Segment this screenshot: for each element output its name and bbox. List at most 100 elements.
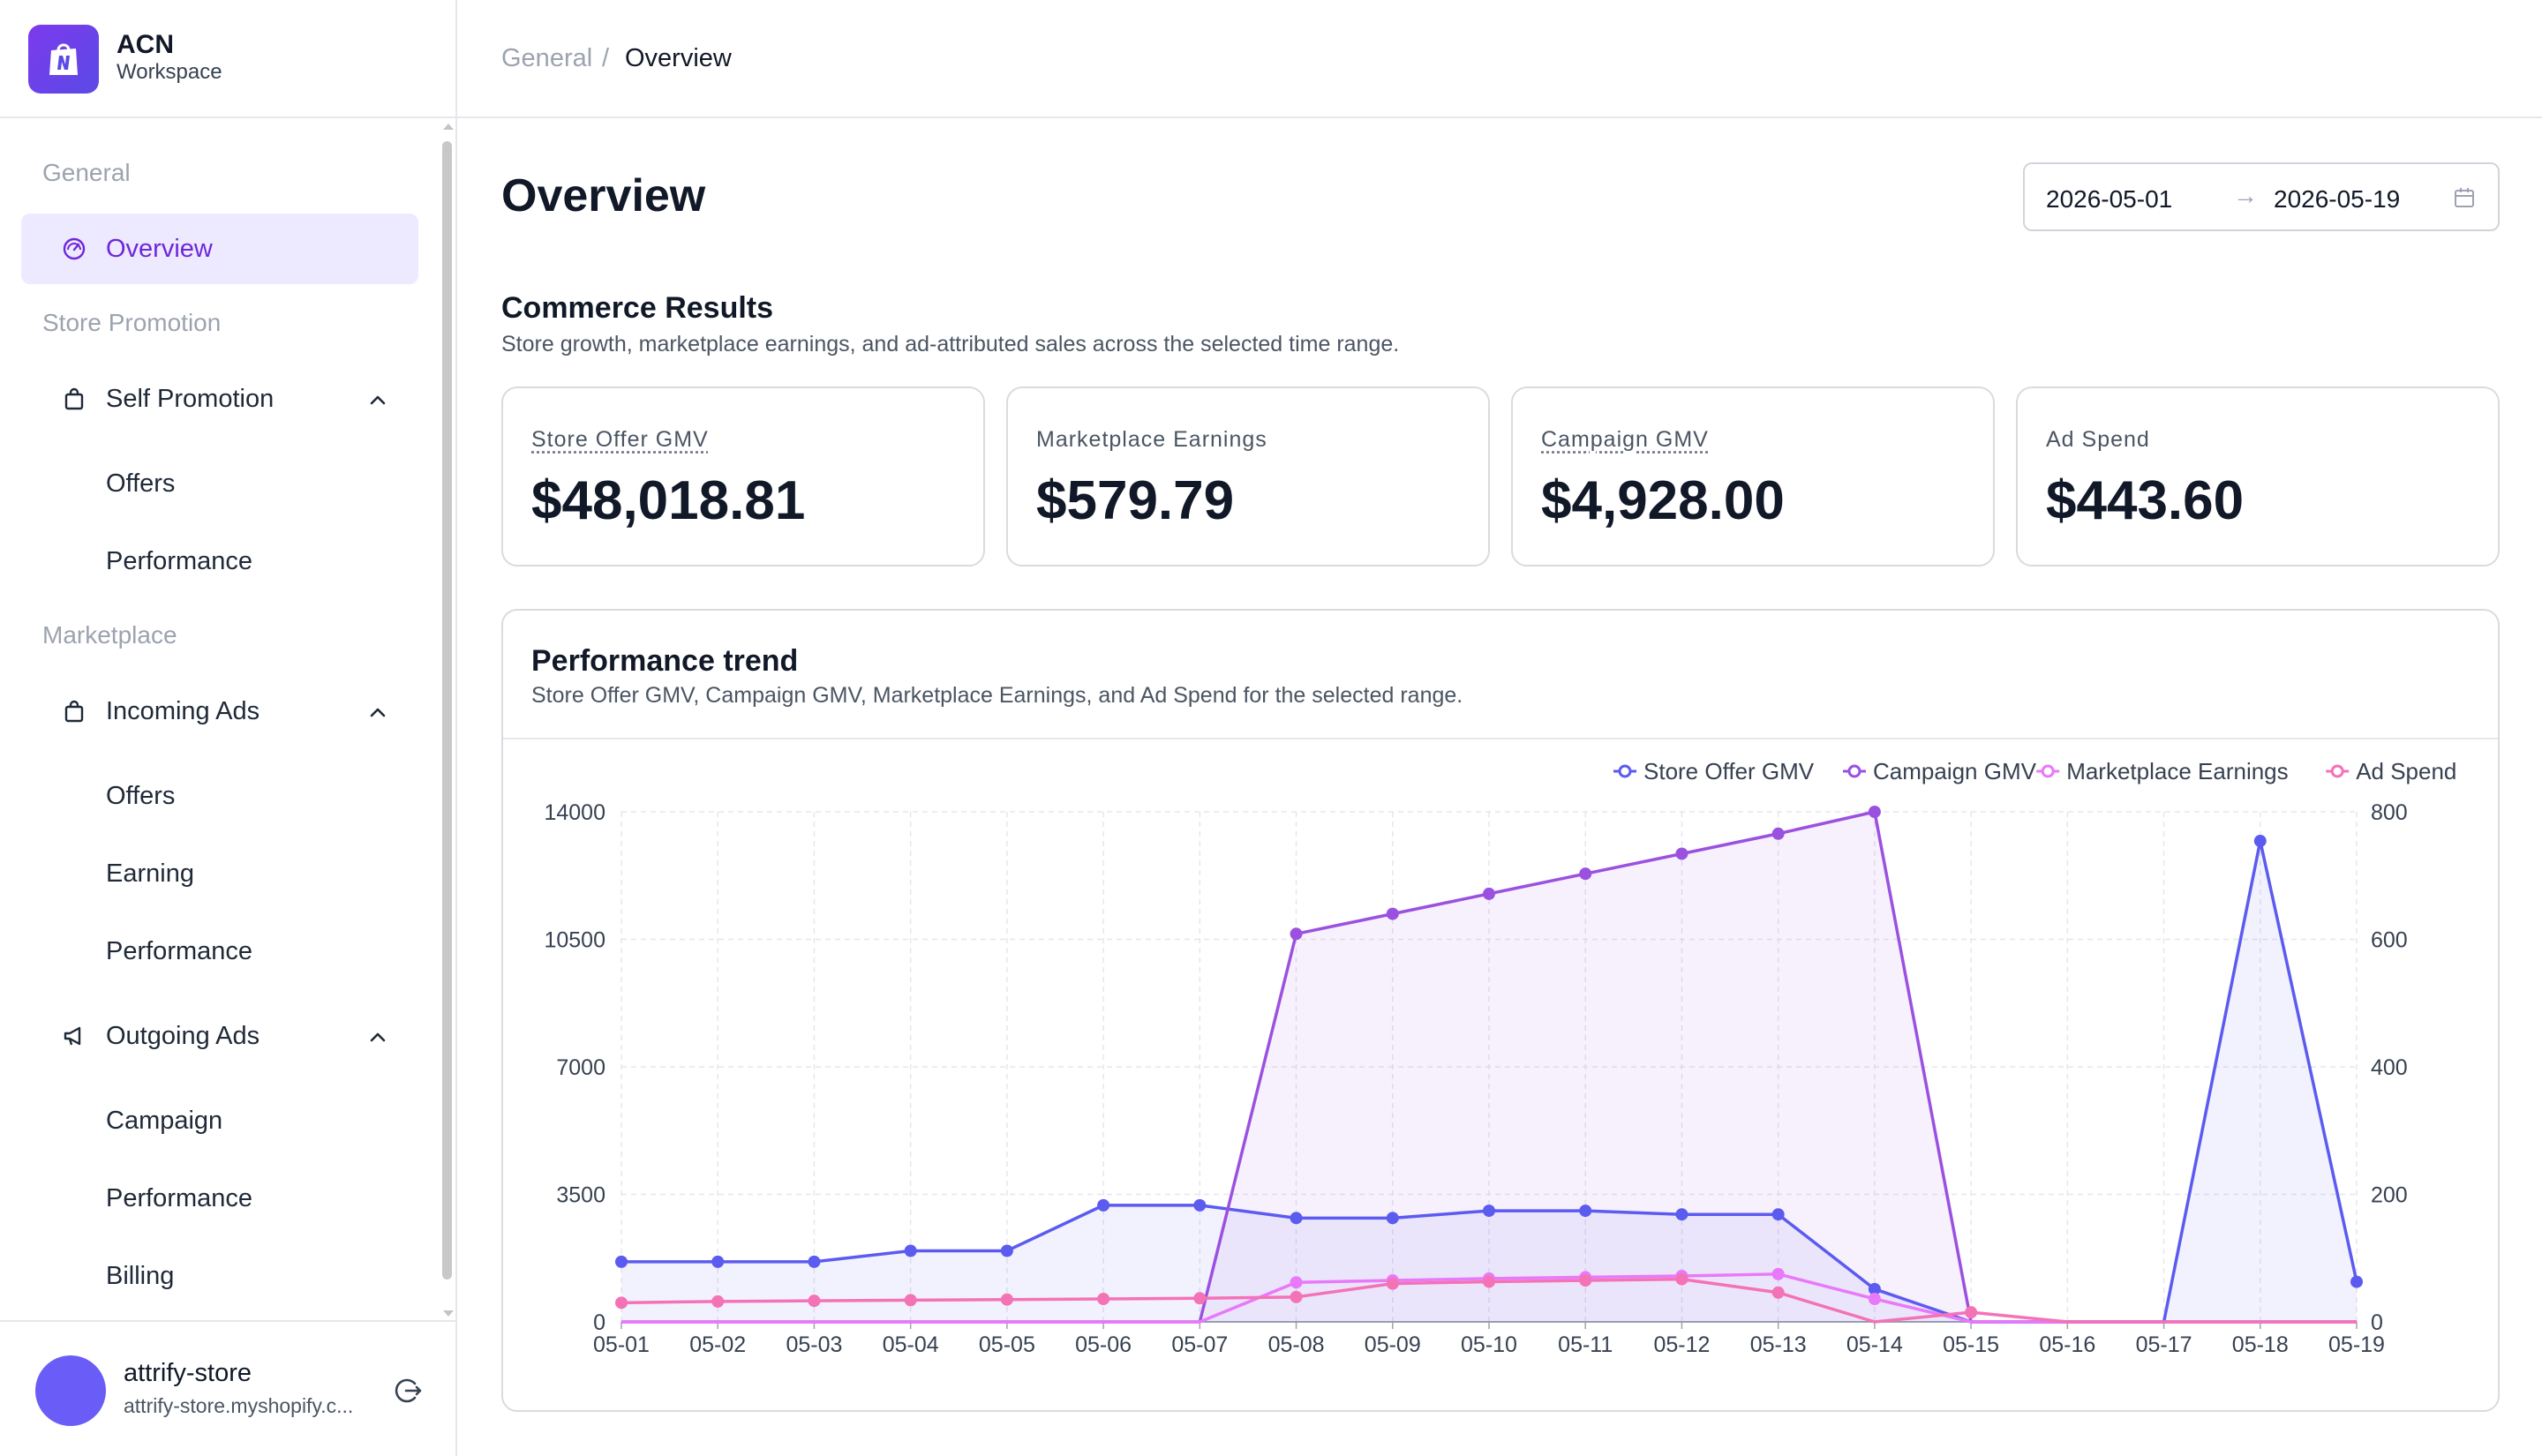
data-point [1386,907,1399,920]
data-point [1868,1292,1881,1305]
x-axis-tick-label: 05-07 [1171,1332,1228,1357]
sidebar-item-incoming-ads-performance[interactable]: Performance [21,916,418,987]
data-point [1193,1198,1207,1212]
sidebar-item-self-promotion-performance[interactable]: Performance [21,526,418,597]
date-range-start[interactable]: 2026-05-01 [2046,185,2173,213]
data-point [1386,1212,1399,1225]
performance-trend-title: Performance trend [531,644,799,678]
sidebar-item-outgoing-ads-performance[interactable]: Performance [21,1163,418,1234]
sidebar-group-self-promotion[interactable]: Self Promotion [21,364,418,434]
kpi-value: $48,018.81 [531,470,806,531]
x-axis-tick-label: 05-15 [1943,1332,1999,1357]
y-axis-left-tick-label: 3500 [556,1183,605,1208]
data-point [711,1295,725,1308]
kpi-label[interactable]: Campaign GMV [1541,427,1709,452]
sidebar-nav: General Overview Store Promotion Self Pr… [0,120,441,1320]
data-point [1771,1208,1785,1221]
data-point [808,1295,821,1308]
x-axis-tick-label: 05-06 [1075,1332,1132,1357]
y-axis-left-tick-label: 7000 [556,1055,605,1080]
page-title: Overview [501,170,706,221]
commerce-results-subtitle: Store growth, marketplace earnings, and … [501,332,1400,356]
sidebar-item-self-promotion-offers[interactable]: Offers [21,448,418,519]
breadcrumb-current: Overview [625,44,732,72]
y-axis-right-tick-label: 200 [2371,1183,2408,1208]
y-axis-left-tick-label: 14000 [544,800,605,825]
brand-header[interactable]: ACN Workspace [0,0,455,118]
data-point [904,1294,917,1307]
kpi-card-ad-spend: Ad Spend $443.60 [2016,387,2500,567]
legend-item-marker [1618,764,1632,778]
scroll-down-arrow-icon[interactable] [443,1310,454,1317]
data-point [2253,835,2267,848]
legend-item-label: Ad Spend [2356,758,2456,784]
avatar[interactable] [35,1355,106,1426]
sidebar-item-label: Offers [106,782,176,810]
kpi-value: $4,928.00 [1541,470,1785,531]
data-point [1579,867,1592,881]
logout-icon[interactable] [392,1375,424,1411]
section-label-store-promotion: Store Promotion [42,309,222,336]
user-email: attrify-store.myshopify.c... [124,1394,354,1417]
dashboard-gauge-icon [62,236,86,266]
section-label-marketplace: Marketplace [42,621,177,649]
legend-item-label: Marketplace Earnings [2066,758,2288,784]
shopping-bag-logo-icon [28,25,99,94]
kpi-label[interactable]: Store Offer GMV [531,427,709,452]
performance-trend-chart[interactable]: 0 3500 7000 10500 14000 0 200 400 600 800 05-01 05-… [503,739,2498,1410]
kpi-label: Ad Spend [2046,427,2150,452]
data-point [1386,1277,1399,1290]
breadcrumb: General / Overview [457,0,2542,118]
scrollbar-thumb[interactable] [442,141,452,1280]
date-range-end[interactable]: 2026-05-19 [2274,185,2401,213]
breadcrumb-parent[interactable]: General [501,44,593,72]
x-axis-tick-label: 05-13 [1750,1332,1807,1357]
series-area [621,841,2357,1322]
y-axis-left-tick-label: 10500 [544,928,605,953]
x-axis-tick-label: 05-18 [2232,1332,2289,1357]
x-axis-tick-label: 05-12 [1653,1332,1710,1357]
sidebar-item-label: Billing [106,1262,175,1290]
data-point [1868,806,1881,818]
data-point [1097,1198,1110,1212]
legend-item-label: Campaign GMV [1873,758,2037,784]
sidebar-group-outgoing-ads[interactable]: Outgoing Ads [21,1001,418,1071]
sidebar-item-incoming-ads-offers[interactable]: Offers [21,761,418,831]
y-axis-right-tick-label: 400 [2371,1055,2408,1080]
data-point [1000,1244,1013,1257]
legend-item-label: Store Offer GMV [1643,758,1815,784]
data-point [1483,1275,1495,1288]
chevron-up-icon[interactable] [367,1027,388,1053]
y-axis-left-tick-label: 0 [593,1310,605,1335]
data-point [1290,1212,1303,1225]
sidebar-group-incoming-ads[interactable]: Incoming Ads [21,676,418,747]
breadcrumb-separator: / [602,44,610,72]
data-point [1771,1286,1785,1299]
x-axis-tick-label: 05-08 [1268,1332,1325,1357]
data-point [1771,827,1785,840]
sidebar-item-outgoing-ads-campaign[interactable]: Campaign [21,1085,418,1156]
kpi-value: $579.79 [1036,470,1235,531]
data-point [1290,1290,1303,1303]
sidebar-item-outgoing-ads-billing[interactable]: Billing [21,1241,418,1311]
x-axis-tick-label: 05-09 [1365,1332,1421,1357]
chevron-up-icon[interactable] [367,390,388,416]
y-axis-right-tick-label: 600 [2371,928,2408,953]
calendar-icon[interactable] [2452,185,2477,214]
data-point [1579,1205,1592,1218]
kpi-card-store-offer-gmv: Store Offer GMV $48,018.81 [501,387,985,567]
legend-item-marker [2330,764,2344,778]
scroll-up-arrow-icon[interactable] [443,124,454,130]
date-range-picker[interactable]: 2026-05-01 → 2026-05-19 [2023,162,2500,231]
sidebar-item-overview[interactable]: Overview [21,214,418,284]
sidebar-scrollbar[interactable] [440,120,455,1320]
data-point [1193,1292,1207,1305]
x-axis-tick-label: 05-10 [1461,1332,1517,1357]
megaphone-icon [62,1024,86,1053]
chevron-up-icon[interactable] [367,702,388,728]
x-axis-tick-label: 05-16 [2039,1332,2095,1357]
brand-subtitle: Workspace [117,60,222,84]
performance-trend-card: Performance trend Store Offer GMV, Campa… [501,609,2500,1412]
data-point [904,1244,917,1257]
sidebar-item-incoming-ads-earning[interactable]: Earning [21,838,418,909]
